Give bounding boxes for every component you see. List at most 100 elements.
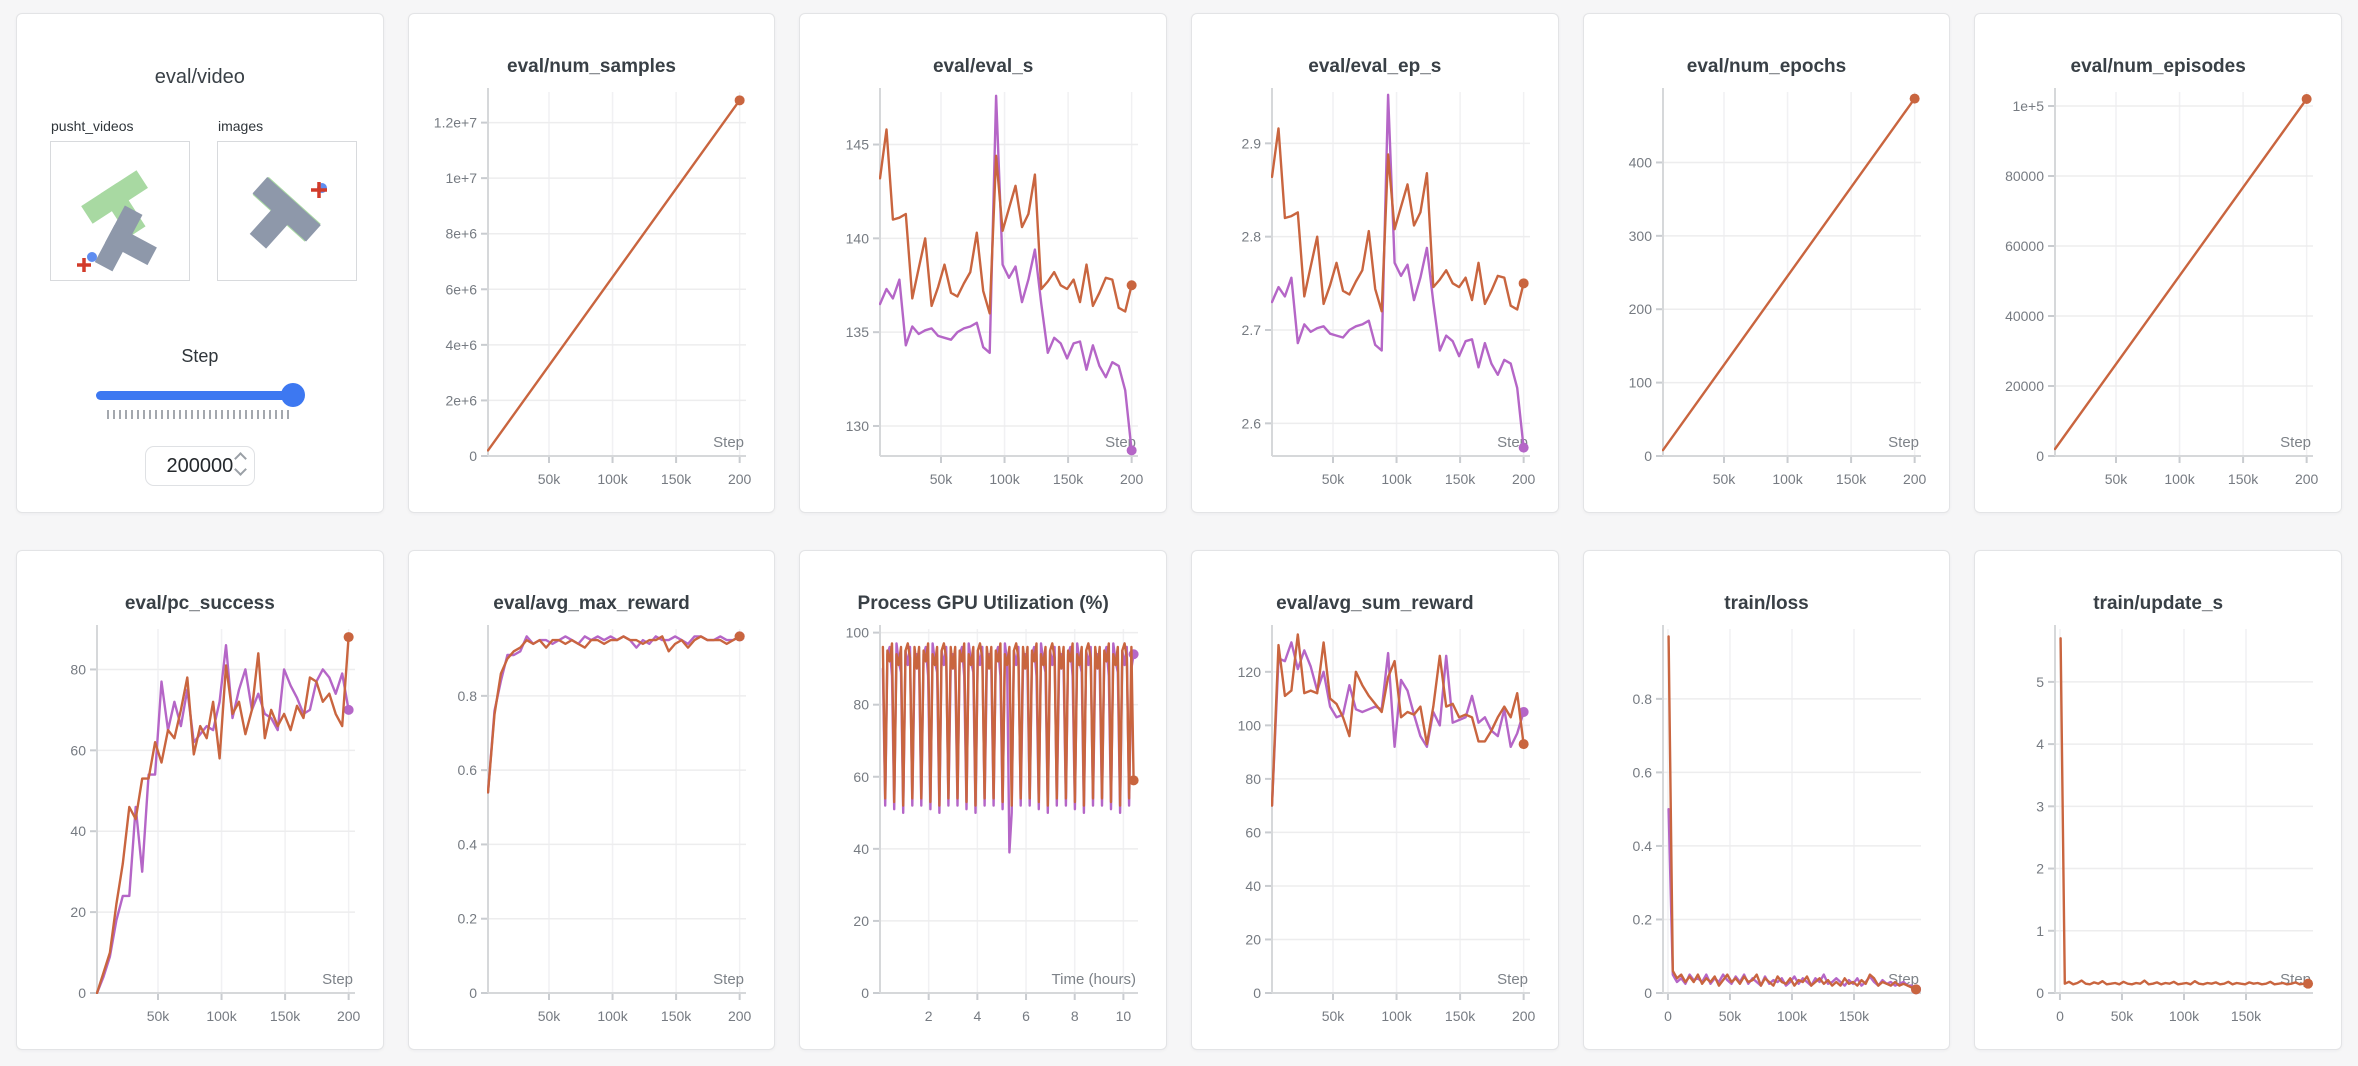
svg-text:200: 200 [728,471,752,487]
svg-text:80: 80 [854,697,870,713]
panel-eval-pc-success: eval/pc_success 50k 100k 150k 200 0 20 40 60 80 S… [16,550,384,1050]
panel-title: eval/num_samples [507,56,676,77]
svg-text:10: 10 [1116,1008,1132,1024]
svg-text:0: 0 [78,985,86,1001]
svg-text:100k: 100k [1777,1008,1808,1024]
svg-text:100k: 100k [1381,1008,1412,1024]
chart-eval-avg-max-reward[interactable]: 50k 100k 150k 200 0 0.2 0.4 0.6 0.8 Step [422,617,760,1041]
svg-text:0.4: 0.4 [458,836,478,852]
svg-text:50k: 50k [1322,1008,1346,1024]
svg-text:6: 6 [1022,1008,1030,1024]
svg-text:145: 145 [846,137,870,153]
svg-text:100k: 100k [2169,1008,2200,1024]
svg-text:100k: 100k [206,1008,237,1024]
step-input-spinner[interactable] [233,452,247,476]
panel-title: eval/pc_success [124,593,275,614]
svg-text:2.8: 2.8 [1241,229,1261,245]
svg-text:Step: Step [1497,971,1528,988]
svg-text:0: 0 [2036,985,2044,1001]
svg-text:0: 0 [861,985,869,1001]
image-thumbnail[interactable] [217,141,357,281]
pusht-agent-marker [311,182,327,198]
svg-text:2: 2 [925,1008,933,1024]
svg-text:1e+5: 1e+5 [2013,98,2045,114]
svg-text:0: 0 [470,448,478,464]
svg-text:150k: 150k [270,1008,301,1024]
panel-eval-num-samples: eval/num_samples 50k 100k 150k 200 0 2e+6 4e+6… [407,13,776,513]
svg-text:80: 80 [70,661,86,677]
svg-text:4: 4 [974,1008,982,1024]
svg-text:5: 5 [2036,674,2044,690]
svg-text:1: 1 [2036,923,2044,939]
svg-text:8: 8 [1071,1008,1079,1024]
slider-tick-marks [106,410,293,419]
svg-text:Step: Step [322,971,353,988]
slider-track[interactable] [95,391,304,400]
svg-text:6e+6: 6e+6 [446,281,478,297]
panel-train-update-s: train/update_s 0 50k 100k 150k 0 1 2 3 4 5 Step [1974,550,2342,1050]
svg-text:130: 130 [846,418,870,434]
svg-text:20: 20 [70,904,86,920]
panel-title: eval/num_epochs [1686,56,1847,77]
chevron-down-icon[interactable] [233,463,247,476]
svg-text:0: 0 [1253,985,1261,1001]
panel-title: eval/video [154,66,245,88]
chart-eval-num-epochs[interactable]: 50k 100k 150k 200 0 100 200 300 400 Step [1597,80,1935,504]
svg-text:60000: 60000 [2005,238,2044,254]
pusht-block-t-shape [94,205,157,272]
svg-text:0: 0 [2036,448,2044,464]
panel-title: eval/eval_ep_s [1308,56,1442,77]
svg-text:100k: 100k [598,1008,629,1024]
svg-text:2.6: 2.6 [1241,415,1261,431]
step-input-box[interactable] [144,446,255,486]
svg-text:0.4: 0.4 [1633,838,1653,854]
svg-text:400: 400 [1629,154,1653,170]
chart-eval-num-episodes[interactable]: 50k 100k 150k 200 0 20000 40000 60000 80000 1e+5 S… [1989,80,2327,504]
svg-text:2e+6: 2e+6 [446,392,478,408]
media-item-pusht-videos: pusht_videos [50,118,190,281]
svg-text:0.6: 0.6 [1633,764,1653,780]
svg-text:200: 200 [1903,471,1927,487]
svg-text:150k: 150k [2231,1008,2262,1024]
svg-text:Step: Step [1889,434,1920,451]
svg-text:50k: 50k [930,471,954,487]
svg-text:200: 200 [728,1008,752,1024]
svg-text:150k: 150k [2228,471,2259,487]
svg-text:4: 4 [2036,736,2044,752]
svg-text:50k: 50k [147,1008,171,1024]
step-slider[interactable] [95,383,306,407]
svg-text:0.6: 0.6 [458,762,478,778]
slider-thumb[interactable] [281,383,306,407]
svg-text:0: 0 [1665,1008,1673,1024]
svg-text:60: 60 [854,769,870,785]
svg-text:150k: 150k [661,471,692,487]
step-value-input[interactable] [163,454,236,478]
step-slider-section: Step [17,345,383,486]
svg-text:0.8: 0.8 [1633,691,1653,707]
svg-text:4e+6: 4e+6 [446,337,478,353]
svg-text:140: 140 [846,230,870,246]
svg-text:150k: 150k [1053,471,1084,487]
svg-text:50k: 50k [1713,471,1737,487]
pusht-video-thumbnail[interactable] [50,141,190,281]
chart-eval-avg-sum-reward[interactable]: 50k 100k 150k 200 0 20 40 60 80 100 120 Step [1206,617,1544,1041]
panel-title: train/loss [1724,593,1809,614]
chart-eval-pc-success[interactable]: 50k 100k 150k 200 0 20 40 60 80 Step [31,617,369,1041]
svg-text:40: 40 [854,841,870,857]
panel-title: Process GPU Utilization (%) [857,593,1109,614]
svg-text:200: 200 [337,1008,361,1024]
svg-text:3: 3 [2036,798,2044,814]
media-label: pusht_videos [51,118,134,134]
chart-eval-num-samples[interactable]: 50k 100k 150k 200 0 2e+6 4e+6 6e+6 8e+6 1e+7 1.2e+… [422,80,760,504]
panel-title: eval/avg_sum_reward [1276,593,1474,614]
svg-text:150k: 150k [1445,1008,1476,1024]
svg-text:0.2: 0.2 [458,911,478,927]
svg-text:60: 60 [1245,824,1261,840]
svg-text:100: 100 [1629,375,1653,391]
